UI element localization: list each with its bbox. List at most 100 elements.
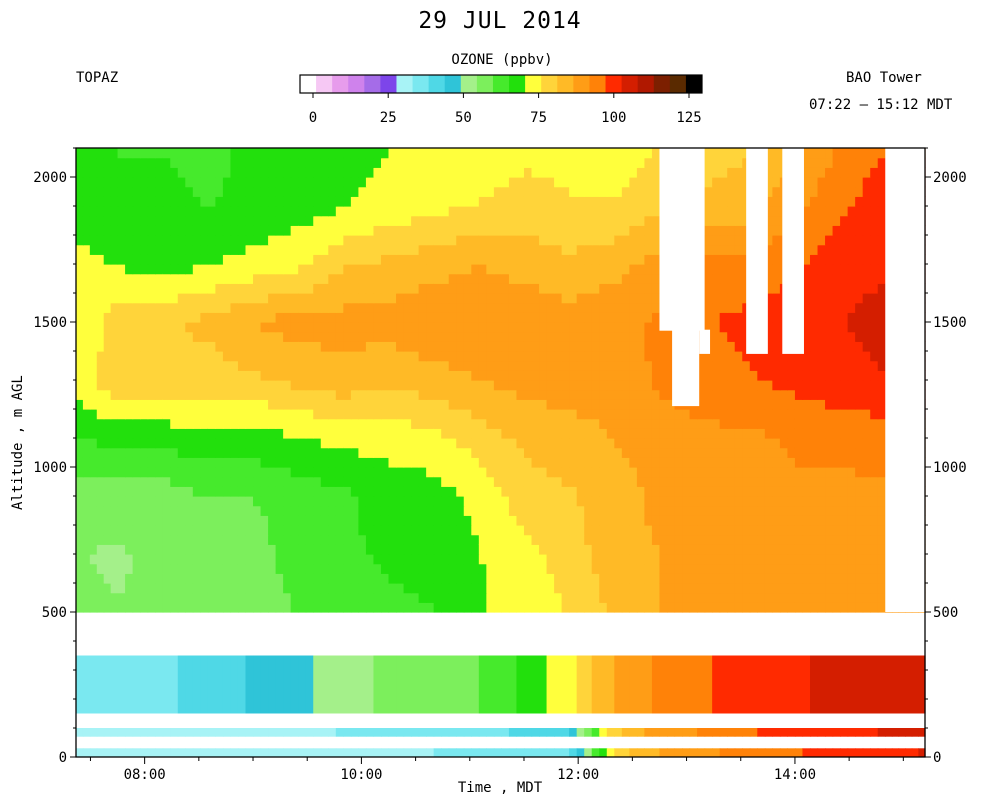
heatmap-cell bbox=[493, 496, 503, 507]
heatmap-cell bbox=[253, 235, 262, 246]
heatmap-cell bbox=[76, 235, 84, 246]
heatmap-cell bbox=[237, 428, 247, 439]
heatmap-cell bbox=[448, 273, 457, 284]
heatmap-cell bbox=[501, 428, 510, 439]
heatmap-cell bbox=[486, 389, 495, 400]
heatmap-cell bbox=[870, 447, 879, 458]
heatmap-cell bbox=[222, 418, 232, 429]
heatmap-cell bbox=[125, 554, 134, 565]
heatmap-cell bbox=[433, 341, 442, 352]
heatmap-cell bbox=[253, 215, 262, 226]
heatmap-cell bbox=[411, 573, 420, 584]
heatmap-cell bbox=[207, 554, 216, 565]
heatmap-cell bbox=[89, 302, 98, 313]
heatmap-cell bbox=[215, 505, 224, 516]
heatmap-cell bbox=[569, 322, 578, 333]
heatmap-cell bbox=[433, 331, 442, 342]
heatmap-cell bbox=[840, 360, 849, 371]
heatmap-cell bbox=[155, 476, 164, 487]
heatmap-cell bbox=[403, 254, 412, 265]
heatmap-cell bbox=[403, 409, 412, 420]
heatmap-cell bbox=[591, 206, 600, 217]
heatmap-cell bbox=[380, 438, 390, 449]
heatmap-cell bbox=[817, 428, 826, 439]
heatmap-cell bbox=[734, 370, 743, 381]
heatmap-cell bbox=[644, 428, 653, 439]
heatmap-cell bbox=[779, 583, 789, 594]
heatmap-cell bbox=[433, 428, 442, 439]
heatmap-cell bbox=[215, 476, 224, 487]
heatmap-cell bbox=[441, 544, 450, 555]
heatmap-cell bbox=[237, 438, 247, 449]
heatmap-cell bbox=[433, 273, 442, 284]
heatmap-cell bbox=[373, 418, 382, 429]
heatmap-cell bbox=[599, 380, 608, 391]
heatmap-cell bbox=[471, 554, 480, 565]
heatmap-cell bbox=[493, 380, 503, 391]
heatmap-cell bbox=[674, 505, 683, 516]
colorbar-tick-label: 125 bbox=[676, 110, 701, 126]
heatmap-cell bbox=[441, 602, 450, 613]
heatmap-cell bbox=[343, 554, 352, 565]
heatmap-cell bbox=[516, 428, 525, 439]
heatmap-cell bbox=[350, 341, 359, 352]
heatmap-cell bbox=[576, 602, 585, 613]
heatmap-cell bbox=[403, 331, 412, 342]
heatmap-cell bbox=[870, 389, 879, 400]
heatmap-cell bbox=[591, 283, 600, 294]
heatmap-cell bbox=[305, 254, 314, 265]
heatmap-cell bbox=[388, 351, 397, 362]
heatmap-cell bbox=[471, 515, 480, 526]
heatmap-cell bbox=[313, 592, 322, 603]
heatmap-cell bbox=[170, 264, 179, 275]
heatmap-cell bbox=[170, 148, 179, 159]
heatmap-cell bbox=[147, 264, 156, 275]
heatmap-cell bbox=[621, 225, 630, 236]
heatmap-cell bbox=[76, 389, 84, 400]
heatmap-cell bbox=[396, 225, 405, 236]
heatmap-cell bbox=[666, 341, 676, 352]
heatmap-cell bbox=[207, 293, 216, 304]
heatmap-cell bbox=[441, 341, 450, 352]
heatmap-cell bbox=[96, 447, 105, 458]
heatmap-cell bbox=[275, 554, 284, 565]
heatmap-cell bbox=[802, 563, 811, 574]
heatmap-cell bbox=[727, 505, 736, 516]
heatmap-cell bbox=[629, 283, 638, 294]
heatmap-cell bbox=[328, 409, 337, 420]
heatmap-cell bbox=[779, 602, 789, 613]
heatmap-cell bbox=[576, 418, 585, 429]
colorbar-tick-label: 100 bbox=[601, 110, 626, 126]
heatmap-cell bbox=[177, 283, 186, 294]
heatmap-cell bbox=[516, 312, 525, 323]
heatmap-cell bbox=[328, 438, 337, 449]
heatmap-cell bbox=[313, 312, 322, 323]
heatmap-cell bbox=[403, 418, 412, 429]
heatmap-cell bbox=[809, 351, 819, 362]
heatmap-cell bbox=[328, 476, 337, 487]
heatmap-cell bbox=[501, 399, 510, 410]
heatmap-cell bbox=[666, 399, 676, 410]
heatmap-cell bbox=[870, 254, 879, 265]
heatmap-cell bbox=[433, 206, 442, 217]
heatmap-cell bbox=[659, 496, 668, 507]
heatmap-cell bbox=[343, 447, 352, 458]
heatmap-cell bbox=[76, 438, 84, 449]
heatmap-cell bbox=[275, 563, 284, 574]
heatmap-cell bbox=[358, 418, 367, 429]
heatmap-cell bbox=[734, 573, 743, 584]
heatmap-cell bbox=[343, 235, 352, 246]
heatmap-cell bbox=[117, 457, 126, 468]
heatmap-cell bbox=[433, 457, 442, 468]
heatmap-cell bbox=[809, 341, 819, 352]
heatmap-cell bbox=[599, 351, 608, 362]
heatmap-cell bbox=[561, 399, 570, 410]
heatmap-cell bbox=[523, 370, 533, 381]
heatmap-cell bbox=[373, 312, 382, 323]
heatmap-cell bbox=[283, 486, 292, 497]
heatmap-cell bbox=[96, 399, 105, 410]
heatmap-cell bbox=[177, 534, 186, 545]
heatmap-cell bbox=[561, 254, 570, 265]
heatmap-cell bbox=[651, 322, 661, 333]
heatmap-cell bbox=[335, 244, 344, 255]
